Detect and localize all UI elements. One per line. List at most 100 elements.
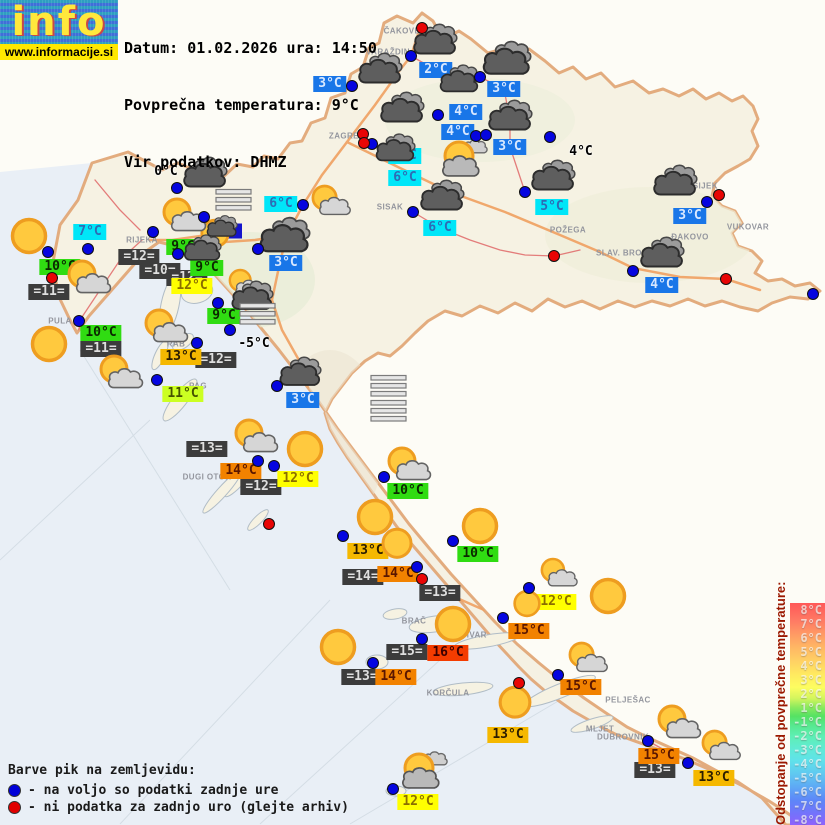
station-dot-available[interactable] (627, 265, 639, 277)
station-dot-missing[interactable] (263, 518, 275, 530)
station-dot-available[interactable] (682, 757, 694, 769)
station-dot-available[interactable] (552, 669, 564, 681)
station-dot-available[interactable] (416, 633, 428, 645)
station-temp-label[interactable]: 15°C (638, 748, 680, 764)
station-temp-label[interactable]: =11= (80, 341, 122, 357)
station-dot-available[interactable] (701, 196, 713, 208)
station-dot-available[interactable] (82, 243, 94, 255)
station-dot-available[interactable] (297, 199, 309, 211)
station-dot-available[interactable] (544, 131, 556, 143)
station-dot-available[interactable] (474, 71, 486, 83)
station-dot-available[interactable] (432, 109, 444, 121)
logo-url[interactable]: www.informacije.si (0, 44, 118, 60)
station-temp-label[interactable]: =11= (28, 284, 70, 300)
station-dot-available[interactable] (378, 471, 390, 483)
station-dot-available[interactable] (224, 324, 236, 336)
station-dot-missing[interactable] (358, 137, 370, 149)
station-dot-missing[interactable] (46, 272, 58, 284)
station-dot-available[interactable] (151, 374, 163, 386)
station-temp-label[interactable]: 15°C (508, 623, 550, 639)
station-dot-available[interactable] (387, 783, 399, 795)
station-dot-missing[interactable] (416, 22, 428, 34)
station-temp-label[interactable]: 13°C (487, 727, 529, 743)
station-temp-label[interactable]: 14°C (377, 566, 419, 582)
station-temp-label[interactable] (206, 223, 242, 239)
station-dot-available[interactable] (212, 297, 224, 309)
station-dot-available[interactable] (191, 337, 203, 349)
station-temp-label[interactable]: 3°C (269, 255, 303, 271)
station-temp-label[interactable]: 3°C (673, 208, 707, 224)
station-temp-label[interactable]: 4°C (645, 277, 679, 293)
station-temp-label[interactable]: 6°C (388, 170, 422, 186)
station-dot-available[interactable] (407, 206, 419, 218)
station-dot-missing[interactable] (548, 250, 560, 262)
station-temp-label[interactable]: 3°C (286, 392, 320, 408)
station-temp-label[interactable]: 4°C (441, 124, 475, 140)
station-dot-available[interactable] (147, 226, 159, 238)
station-dot-available[interactable] (346, 80, 358, 92)
station-dot-available[interactable] (642, 735, 654, 747)
station-temp-label[interactable]: 14°C (375, 669, 417, 685)
station-temp-label[interactable]: 12°C (171, 278, 213, 294)
station-temp-label[interactable]: 12°C (535, 594, 577, 610)
station-dot-available[interactable] (268, 460, 280, 472)
station-dot-available[interactable] (480, 129, 492, 141)
station-temp-label[interactable]: 10°C (387, 483, 429, 499)
station-temp-label[interactable]: 12°C (397, 794, 439, 810)
station-temp-label[interactable]: 7°C (73, 224, 107, 240)
station-temp-label[interactable]: -5°C (238, 336, 270, 351)
station-temp-label[interactable]: =13= (634, 762, 676, 778)
station-temp-label[interactable]: 3°C (487, 81, 521, 97)
station-dot-missing[interactable] (416, 573, 428, 585)
station-temp-label[interactable]: 11°C (162, 386, 204, 402)
station-dot-available[interactable] (252, 243, 264, 255)
station-temp-label[interactable]: 9°C (190, 260, 224, 276)
station-temp-label[interactable]: 6°C (388, 148, 422, 164)
station-temp-label[interactable]: 13°C (160, 349, 202, 365)
station-dot-available[interactable] (411, 561, 423, 573)
station-temp-label[interactable]: 4°C (569, 144, 593, 159)
station-dot-available[interactable] (171, 182, 183, 194)
station-temp-label[interactable]: 13°C (347, 543, 389, 559)
station-temp-label[interactable]: =13= (186, 441, 228, 457)
station-temp-label[interactable]: =15= (386, 644, 428, 660)
station-temp-label[interactable]: 9°C (207, 308, 241, 324)
station-temp-label[interactable]: 2°C (419, 62, 453, 78)
station-dot-available[interactable] (367, 657, 379, 669)
station-dot-available[interactable] (519, 186, 531, 198)
station-temp-label[interactable]: 6°C (264, 196, 298, 212)
station-dot-available[interactable] (405, 50, 417, 62)
station-dot-available[interactable] (252, 455, 264, 467)
station-temp-label[interactable]: 16°C (427, 645, 469, 661)
station-dot-available[interactable] (447, 535, 459, 547)
station-temp-label[interactable]: =12= (195, 352, 237, 368)
station-temp-label[interactable]: 15°C (560, 679, 602, 695)
station-dot-available[interactable] (172, 248, 184, 260)
station-temp-label[interactable]: 10°C (39, 259, 81, 275)
station-temp-label[interactable]: 14°C (220, 463, 262, 479)
station-dot-available[interactable] (523, 582, 535, 594)
station-temp-label[interactable]: 0°C (154, 164, 178, 179)
station-dot-available[interactable] (337, 530, 349, 542)
station-temp-label[interactable]: 5°C (535, 199, 569, 215)
station-dot-missing[interactable] (713, 189, 725, 201)
station-temp-label[interactable]: =12= (240, 479, 282, 495)
station-temp-label[interactable]: 12°C (277, 471, 319, 487)
station-temp-label[interactable]: 10°C (457, 546, 499, 562)
station-temp-label[interactable]: 3°C (313, 76, 347, 92)
station-dot-missing[interactable] (513, 677, 525, 689)
station-temp-label[interactable]: =12= (118, 249, 160, 265)
station-dot-available[interactable] (198, 211, 210, 223)
station-temp-label[interactable]: 6°C (423, 220, 457, 236)
station-temp-label[interactable]: 10°C (80, 325, 122, 341)
station-dot-available[interactable] (807, 288, 819, 300)
station-dot-available[interactable] (42, 246, 54, 258)
station-dot-available[interactable] (497, 612, 509, 624)
station-dot-available[interactable] (271, 380, 283, 392)
station-dot-available[interactable] (73, 315, 85, 327)
station-temp-label[interactable]: 4°C (449, 104, 483, 120)
station-temp-label[interactable]: =13= (419, 585, 461, 601)
station-temp-label[interactable]: 13°C (693, 770, 735, 786)
station-temp-label[interactable]: =14= (342, 569, 384, 585)
station-temp-label[interactable]: =13= (341, 669, 383, 685)
